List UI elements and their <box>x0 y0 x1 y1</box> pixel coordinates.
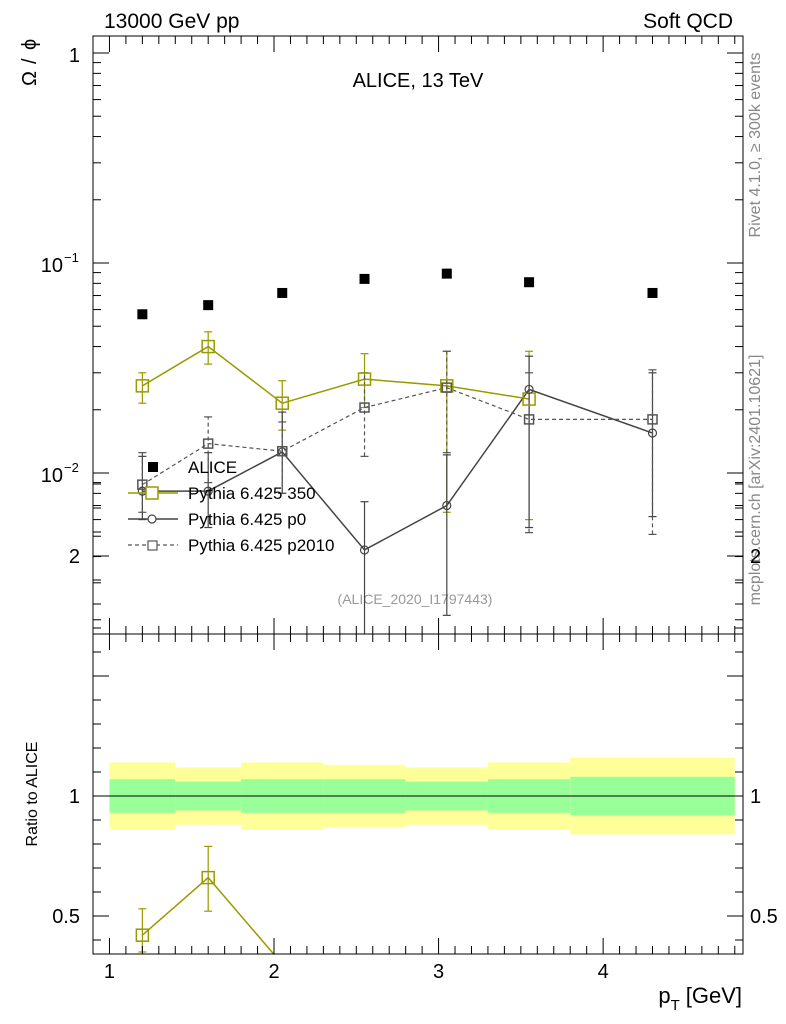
legend-label-pythia-350: Pythia 6.425 350 <box>188 484 316 503</box>
data-point <box>357 372 372 386</box>
main-panel: Ω / ϕ 1 10 −1 10 −2 ALICE, 13 TeV (ALICE… <box>19 35 744 635</box>
main-series-layer <box>135 268 658 634</box>
legend-entry-pythia-350: Pythia 6.425 350 <box>128 484 316 503</box>
legend-marker-pythia-p2010 <box>147 540 158 551</box>
header-left: 13000 GeV pp <box>104 10 239 33</box>
data-point <box>523 414 535 425</box>
ratio-series-line <box>141 876 275 954</box>
data-point <box>359 402 370 413</box>
y-axis-label-main: Ω <box>19 71 41 86</box>
data-point <box>524 277 535 288</box>
data-point <box>276 445 288 457</box>
ratio-data-point <box>135 928 150 942</box>
x-axis-label-unit: [GeV] <box>686 983 742 1008</box>
ratio-series-layer <box>135 845 275 954</box>
data-point <box>359 545 370 555</box>
ratio-y-axis-label: Ratio to ALICE <box>24 742 41 847</box>
y-axis-label-sep: / <box>19 58 41 64</box>
ratio-ytick-label-right: 0.5 <box>750 906 778 928</box>
analysis-id: (ALICE_2020_I1797443) <box>338 591 493 607</box>
data-point <box>441 268 452 279</box>
header-right: Soft QCD <box>643 10 733 33</box>
ratio-xtick-label: 4 <box>598 961 609 983</box>
main-y-tick-labels: 1 10 −1 10 −2 <box>41 45 80 487</box>
ratio-ytick-label-left: 1 <box>69 786 80 808</box>
ratio-xtick-label: 3 <box>433 961 444 983</box>
x-axis-label-sub: T <box>671 997 680 1014</box>
main-axis-ticks <box>92 36 743 634</box>
ratio-data-point <box>201 870 215 885</box>
series-line <box>141 345 530 405</box>
ratio-frame <box>92 633 744 955</box>
ratio-ytick-label-left: 0.5 <box>52 906 80 928</box>
legend-entry-pythia-p0: Pythia 6.425 p0 <box>128 510 306 529</box>
data-point <box>647 428 658 438</box>
ratio-xtick-label: 2 <box>268 961 279 983</box>
y-axis-label-den: ϕ <box>19 39 41 50</box>
data-point <box>203 300 214 311</box>
data-point <box>524 384 534 395</box>
ratio-y-tick-labels: 0.5 0.5 1 1 2 2 <box>52 546 778 928</box>
data-point <box>135 379 150 393</box>
source-text: mcplots.cern.ch [arXiv:2401.10621] <box>747 355 764 606</box>
data-point <box>647 287 658 298</box>
data-point <box>137 479 148 490</box>
data-point <box>137 309 148 320</box>
legend-entry-pythia-p2010: Pythia 6.425 p2010 <box>128 536 335 555</box>
rivet-version-text: Rivet 4.1.0, ≥ 300k events <box>747 53 764 238</box>
ytick-label-1: 1 <box>69 45 80 67</box>
data-point <box>442 500 452 511</box>
ytick-label-1e-1-base: 10 <box>41 255 63 277</box>
ratio-ytick-label-left: 2 <box>69 546 80 568</box>
data-point <box>277 287 288 298</box>
ytick-label-1e-2: 10 <box>41 465 63 487</box>
x-axis-label: pT [GeV] <box>658 983 742 1014</box>
data-point <box>647 414 658 425</box>
ratio-xtick-label: 1 <box>104 961 115 983</box>
x-axis-label-main: p <box>658 983 670 1008</box>
ratio-x-tick-labels: 1 2 3 4 <box>104 961 609 983</box>
legend-marker-alice <box>148 462 158 472</box>
series-line <box>142 386 653 486</box>
data-point <box>275 396 289 410</box>
legend-marker-pythia-350 <box>145 486 159 500</box>
main-y-axis-label: Ω / ϕ <box>19 39 41 86</box>
ratio-ytick-label-right: 2 <box>750 546 761 568</box>
ytick-label-1e-2-exp: −2 <box>64 460 79 475</box>
data-point <box>203 486 213 496</box>
legend: ALICE Pythia 6.425 350 Pythia 6.425 p0 P… <box>128 458 335 555</box>
legend-label-alice: ALICE <box>188 458 237 477</box>
ytick-label-1e-2-base: 10 <box>41 465 63 487</box>
ytick-label-1e-1-exp: −1 <box>64 250 79 265</box>
legend-entry-alice: ALICE <box>148 458 237 477</box>
legend-label-pythia-p0: Pythia 6.425 p0 <box>188 510 306 529</box>
data-point <box>201 339 215 354</box>
legend-marker-pythia-p0 <box>147 514 157 524</box>
ytick-label-1e-1: 10 <box>41 255 63 277</box>
legend-label-pythia-p2010: Pythia 6.425 p2010 <box>188 536 335 555</box>
data-point <box>441 382 453 393</box>
ratio-panel: 0.5 0.5 1 1 2 2 1 2 3 4 Ratio to ALICE pT [GeV] <box>24 483 778 1014</box>
data-point <box>202 438 214 449</box>
data-point <box>359 273 370 284</box>
experiment-label: ALICE, 13 TeV <box>353 70 484 92</box>
ratio-ytick-label-right: 1 <box>750 786 761 808</box>
